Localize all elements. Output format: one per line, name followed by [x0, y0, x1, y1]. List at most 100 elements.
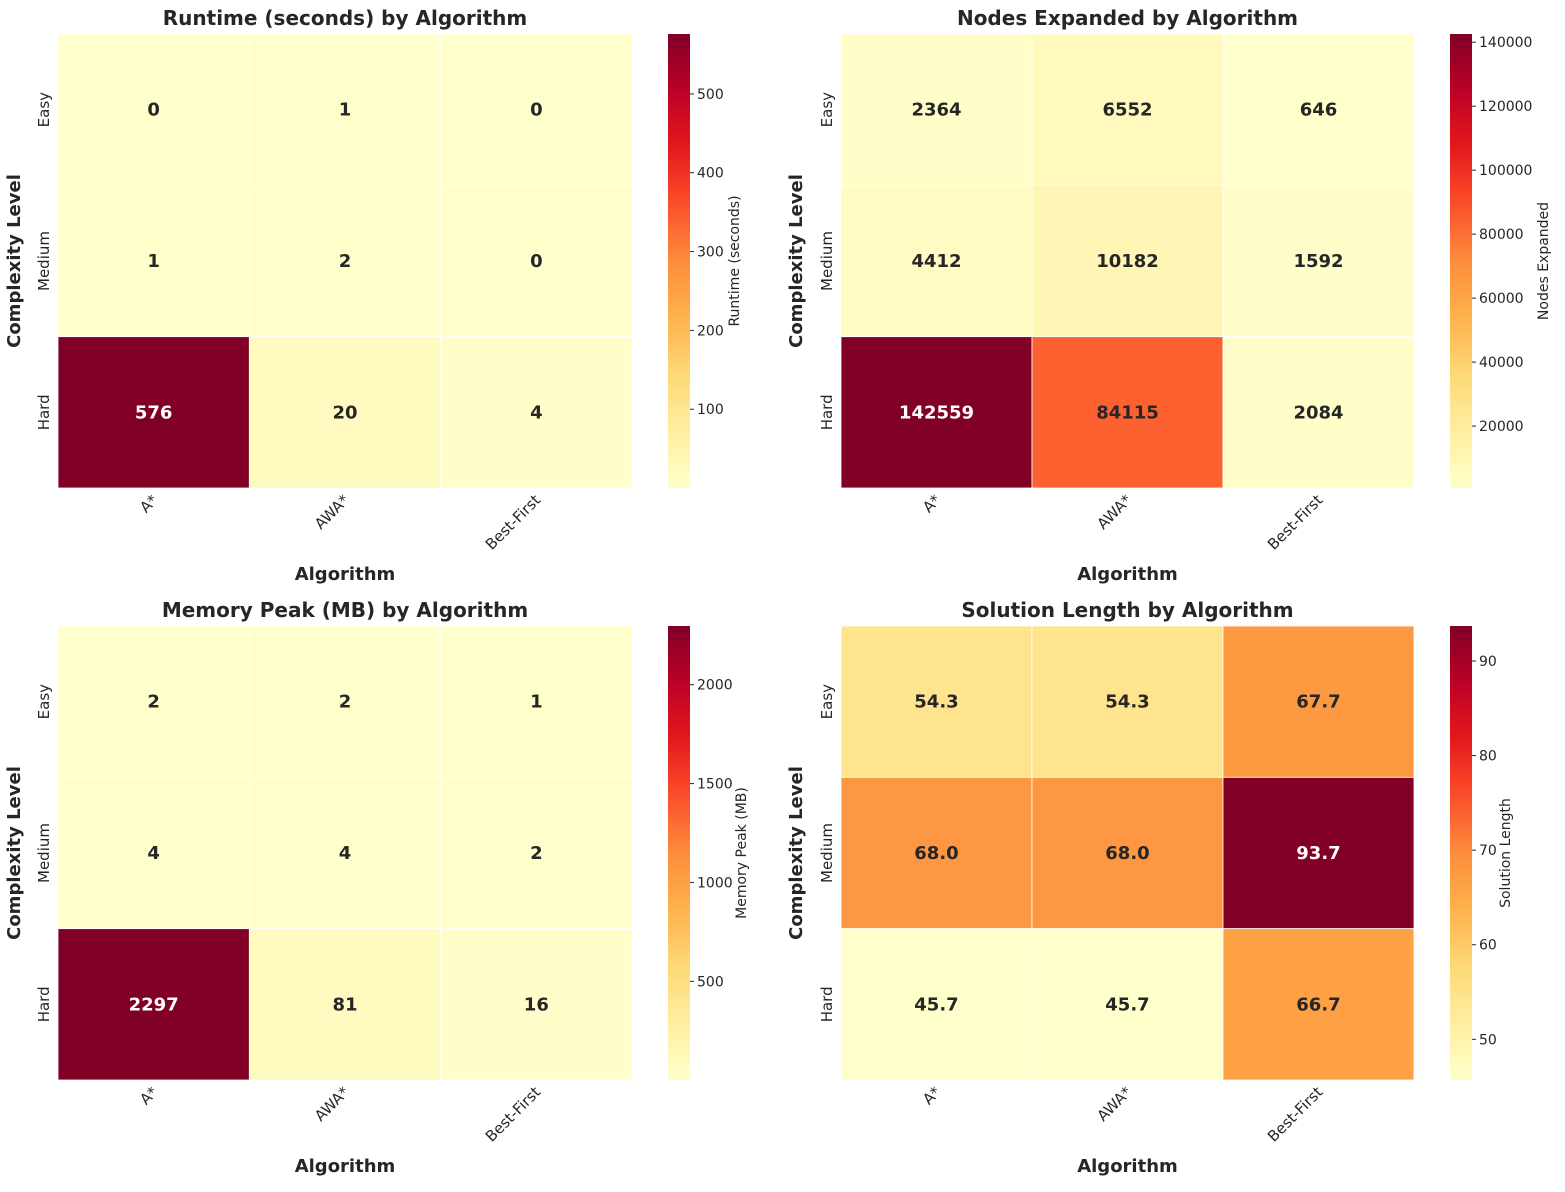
heatmap-cell: [248, 928, 442, 1081]
cell-value-label: 6552: [1102, 100, 1152, 121]
cell-value-label: 16: [524, 994, 549, 1015]
heatmap-cell: [840, 776, 1033, 930]
colorbar-tick-label: 20000: [1479, 419, 1524, 435]
colorbar-tick-label: 500: [697, 974, 724, 990]
x-tick-label: AWA*: [1093, 1083, 1135, 1125]
y-tick-label: Easy: [35, 684, 53, 719]
heatmap-cell: [440, 33, 633, 186]
x-tick-label: A*: [919, 1083, 945, 1109]
colorbar-tick-label: 50: [1479, 1032, 1497, 1048]
colorbar-tick-label: 70: [1479, 843, 1497, 859]
colorbar-tick-label: 1500: [697, 777, 733, 793]
x-tick-label: AWA*: [1093, 491, 1135, 533]
cell-value-label: 54.3: [1105, 692, 1149, 713]
cell-value-label: 0: [147, 100, 160, 121]
colorbar-tick-label: 100000: [1479, 163, 1532, 179]
x-tick-label: AWA*: [311, 491, 353, 533]
cell-value-label: 67.7: [1296, 692, 1340, 713]
colorbar-tick-label: 40000: [1479, 355, 1524, 371]
chart-title: Solution Length by Algorithm: [961, 598, 1293, 622]
y-tick-label: Hard: [818, 394, 836, 430]
y-tick-label: Hard: [35, 986, 53, 1022]
heatmap-cell: [1031, 336, 1224, 489]
heatmap-cell: [1222, 625, 1415, 778]
heatmap-cell: [57, 625, 250, 778]
cell-value-label: 2297: [129, 994, 179, 1015]
colorbar-label: Memory Peak (MB): [734, 787, 750, 919]
cell-value-label: 4412: [911, 251, 961, 272]
heatmap-panel-3: Memory Peak (MB) by Algorithm 2 2 1 4 4 2 2297 8…: [4, 598, 750, 1177]
x-tick-label: A*: [136, 491, 162, 517]
cell-value-label: 4: [147, 843, 160, 864]
colorbar-tick-label: 2000: [697, 678, 733, 694]
cell-value-label: 576: [135, 402, 173, 423]
heatmap-cell: [57, 336, 250, 489]
y-tick-label: Hard: [818, 986, 836, 1022]
colorbar-label: Nodes Expanded: [1536, 202, 1552, 320]
colorbar-tick-label: 140000: [1479, 35, 1532, 51]
cell-value-label: 10182: [1096, 251, 1159, 272]
colorbar-tick-label: 400: [697, 166, 724, 182]
heatmap-cell: [248, 336, 442, 489]
cell-value-label: 54.3: [914, 692, 958, 713]
x-tick-label: AWA*: [311, 1083, 353, 1125]
cell-value-label: 1: [147, 251, 160, 272]
heatmap-cell: [1031, 928, 1224, 1081]
colorbar-tick-label: 300: [697, 245, 724, 261]
y-tick-label: Hard: [35, 394, 53, 430]
cell-value-label: 0: [530, 100, 543, 121]
chart-title: Runtime (seconds) by Algorithm: [163, 6, 528, 30]
y-axis-label: Complexity Level: [786, 174, 807, 348]
heatmap-cell: [57, 33, 250, 186]
heatmap-cell: [1031, 184, 1224, 338]
cell-value-label: 45.7: [1105, 994, 1149, 1015]
heatmap-cell: [1222, 776, 1415, 930]
colorbar-tick-label: 200: [697, 323, 724, 339]
cell-value-label: 2084: [1293, 402, 1343, 423]
cell-value-label: 84115: [1096, 402, 1159, 423]
x-tick-label: A*: [136, 1083, 162, 1109]
x-tick-label: A*: [919, 491, 945, 517]
colorbar-tick-label: 60: [1479, 938, 1497, 954]
colorbar: [668, 34, 690, 488]
colorbar: [668, 626, 690, 1080]
heatmap-cell: [1222, 184, 1415, 338]
cell-value-label: 1: [530, 692, 543, 713]
y-tick-label: Medium: [818, 823, 836, 883]
heatmap-cell: [840, 184, 1033, 338]
heatmap-panel-2: Nodes Expanded by Algorithm 2364 6552 646 44…: [786, 6, 1552, 585]
y-tick-label: Easy: [35, 92, 53, 127]
y-axis-label: Complexity Level: [4, 766, 25, 940]
heatmap-cell: [1031, 776, 1224, 930]
x-tick-label: Best-First: [1264, 491, 1326, 553]
x-tick-label: Best-First: [482, 1083, 544, 1145]
y-tick-label: Easy: [818, 92, 836, 127]
cell-value-label: 68.0: [1105, 843, 1149, 864]
heatmap-cell: [840, 33, 1033, 186]
heatmap-cell: [248, 625, 442, 778]
colorbar-label: Runtime (seconds): [727, 195, 743, 326]
x-axis-label: Algorithm: [1077, 564, 1178, 585]
heatmap-cell: [57, 184, 250, 338]
cell-value-label: 646: [1300, 100, 1338, 121]
heatmap-cell: [248, 184, 442, 338]
cell-value-label: 2364: [911, 100, 961, 121]
colorbar-tick-label: 500: [697, 87, 724, 103]
chart-title: Memory Peak (MB) by Algorithm: [162, 598, 528, 622]
heatmap-cell: [440, 625, 633, 778]
cell-value-label: 93.7: [1296, 843, 1340, 864]
colorbar-label: Solution Length: [1498, 798, 1514, 908]
colorbar-tick-label: 1000: [697, 875, 733, 891]
cell-value-label: 68.0: [914, 843, 958, 864]
colorbar-tick-label: 90: [1479, 654, 1497, 670]
x-axis-label: Algorithm: [295, 564, 396, 585]
cell-value-label: 45.7: [914, 994, 958, 1015]
colorbar-tick-label: 60000: [1479, 291, 1524, 307]
cell-value-label: 2: [530, 843, 543, 864]
colorbar: [1450, 34, 1472, 488]
heatmap-cell: [1222, 928, 1415, 1081]
cell-value-label: 81: [332, 994, 357, 1015]
